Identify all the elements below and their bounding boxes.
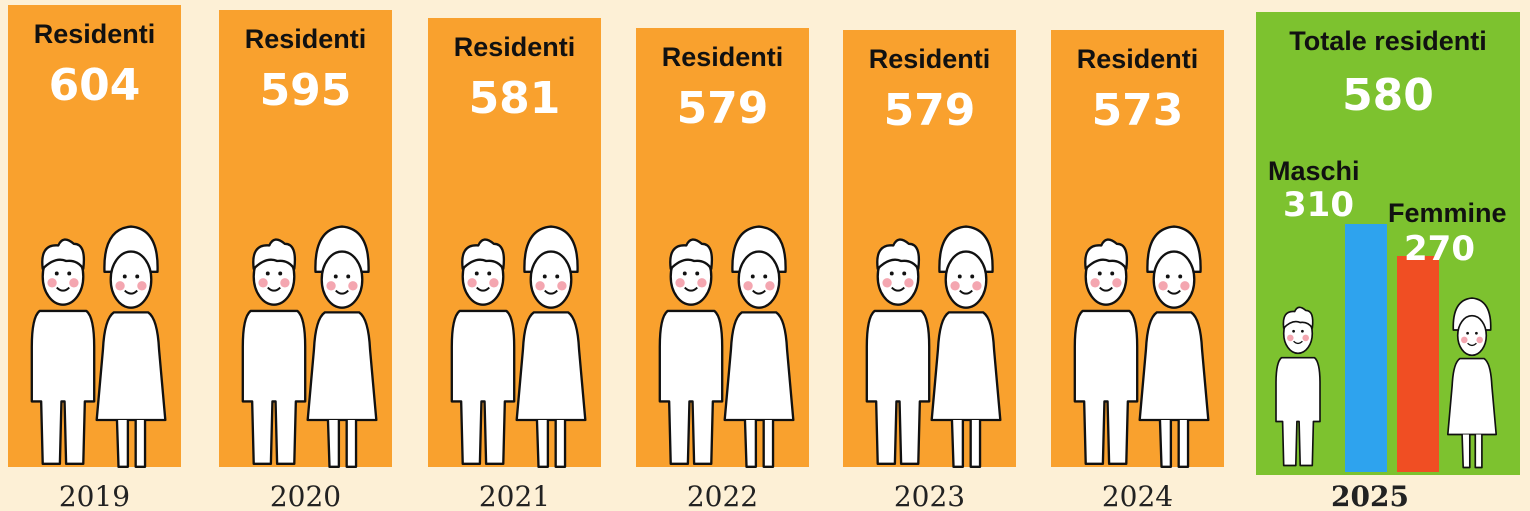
cheek [1461, 337, 1468, 344]
head [531, 252, 572, 308]
body [308, 312, 377, 420]
cheek [1180, 281, 1189, 290]
body [1140, 312, 1209, 420]
eye [1301, 330, 1304, 333]
cheek [348, 281, 357, 290]
year-label: 2022 [687, 480, 758, 511]
panel-label: Residenti [662, 42, 784, 72]
body [1448, 359, 1496, 435]
eye [1178, 275, 1182, 279]
cheek [1112, 278, 1121, 287]
eye [55, 272, 59, 276]
body [517, 312, 586, 420]
year-label: 2020 [270, 480, 341, 511]
body [725, 312, 794, 420]
head [1458, 316, 1487, 356]
current-year: 2025 [1331, 480, 1409, 511]
panel-label: Residenti [1077, 44, 1199, 74]
eye [543, 275, 547, 279]
eye [695, 272, 699, 276]
eye [487, 272, 491, 276]
head [1154, 252, 1195, 308]
females-label: Femmine [1388, 198, 1507, 228]
cheek [882, 278, 891, 287]
cheek [557, 281, 566, 290]
cheek [1476, 337, 1483, 344]
year-label: 2024 [1102, 480, 1173, 511]
year-label: 2019 [59, 480, 130, 511]
eye [683, 272, 687, 276]
body [97, 312, 166, 420]
cheek [697, 278, 706, 287]
cheek [1090, 278, 1099, 287]
year-label: 2021 [479, 480, 550, 511]
cheek [1302, 335, 1309, 342]
panel-value: 579 [677, 83, 769, 134]
eye [1292, 330, 1295, 333]
eye [958, 275, 962, 279]
cheek [69, 278, 78, 287]
cheek [326, 281, 335, 290]
cheek [765, 281, 774, 290]
cheek [972, 281, 981, 290]
panel-value: 581 [469, 73, 561, 124]
eye [751, 275, 755, 279]
panel-value: 604 [49, 60, 141, 111]
total-label: Totale residenti [1289, 26, 1487, 56]
eye [346, 275, 350, 279]
eye [1166, 275, 1170, 279]
cheek [535, 281, 544, 290]
eye [1110, 272, 1114, 276]
males-label: Maschi [1268, 156, 1360, 186]
eye [266, 272, 270, 276]
females-value: 270 [1404, 229, 1475, 269]
cheek [743, 281, 752, 290]
head [946, 252, 987, 308]
head [739, 252, 780, 308]
eye [902, 272, 906, 276]
cheek [950, 281, 959, 290]
eye [1098, 272, 1102, 276]
eye [555, 275, 559, 279]
eye [970, 275, 974, 279]
cheek [467, 278, 476, 287]
year-label: 2023 [894, 480, 965, 511]
eye [890, 272, 894, 276]
cheek [47, 278, 56, 287]
eye [278, 272, 282, 276]
head [322, 252, 363, 308]
cheek [489, 278, 498, 287]
cheek [280, 278, 289, 287]
cheek [258, 278, 267, 287]
eye [1475, 332, 1478, 335]
panel-label: Residenti [454, 32, 576, 62]
panel-label: Residenti [34, 19, 156, 49]
eye [123, 275, 127, 279]
eye [135, 275, 139, 279]
panel-label: Residenti [869, 44, 991, 74]
females-bar [1397, 256, 1439, 472]
cheek [1158, 281, 1167, 290]
eye [334, 275, 338, 279]
eye [67, 272, 71, 276]
panel-value: 579 [884, 85, 976, 136]
head [111, 252, 152, 308]
eye [475, 272, 479, 276]
body [932, 312, 1001, 420]
males-bar [1345, 224, 1387, 472]
males-value: 310 [1283, 185, 1354, 225]
total-value: 580 [1342, 70, 1434, 121]
eye [763, 275, 767, 279]
infographic: Residenti 604 2019 Residenti 595 2020 Resident… [0, 0, 1530, 511]
panel-value: 595 [260, 65, 352, 116]
eye [1466, 332, 1469, 335]
panel-label: Residenti [245, 24, 367, 54]
cheek [115, 281, 124, 290]
cheek [137, 281, 146, 290]
cheek [1287, 335, 1294, 342]
panel-value: 573 [1092, 85, 1184, 136]
cheek [904, 278, 913, 287]
cheek [675, 278, 684, 287]
